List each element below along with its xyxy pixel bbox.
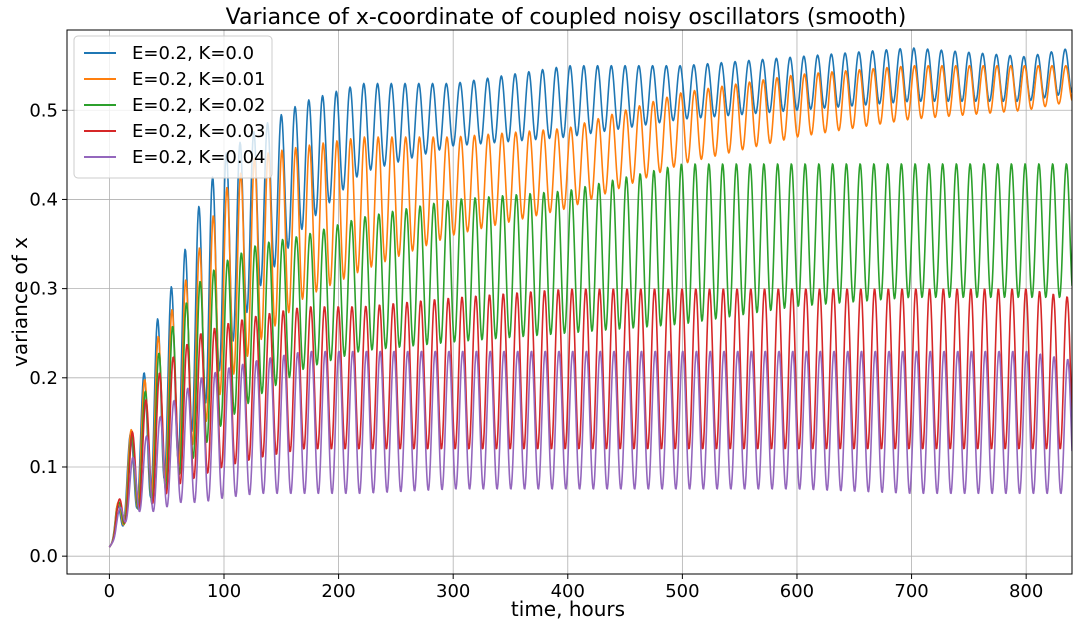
x-tick-label: 700 <box>894 581 928 602</box>
x-tick-label: 200 <box>321 581 355 602</box>
chart-title: Variance of x-coordinate of coupled nois… <box>226 5 907 30</box>
series-line-5 <box>108 350 1072 548</box>
legend-label: E=0.2, K=0.03 <box>132 121 266 142</box>
x-axis-label: time, hours <box>511 597 625 621</box>
y-axis: 0.0 0.1 0.2 0.3 0.4 0.5 <box>29 100 67 567</box>
x-tick-label: 400 <box>551 581 585 602</box>
y-tick-label: 0.0 <box>29 546 58 567</box>
y-tick-label: 0.5 <box>29 100 58 121</box>
legend-label: E=0.2, K=0.04 <box>132 147 266 168</box>
x-tick-label: 100 <box>207 581 241 602</box>
series-line-3 <box>108 163 1072 548</box>
x-tick-label: 600 <box>780 581 814 602</box>
y-tick-label: 0.1 <box>29 457 58 478</box>
y-tick-label: 0.2 <box>29 368 58 389</box>
y-tick-label: 0.4 <box>29 189 58 210</box>
x-axis: 0 100 200 300 400 500 600 700 800 <box>104 574 1043 602</box>
x-tick-label: 300 <box>436 581 470 602</box>
y-tick-label: 0.3 <box>29 279 58 300</box>
legend-box <box>73 35 273 179</box>
legend-label: E=0.2, K=0.02 <box>132 95 266 116</box>
plot-frame <box>66 29 1073 575</box>
x-tick-label: 0 <box>104 581 115 602</box>
x-tick-label: 800 <box>1009 581 1043 602</box>
y-axis-label: variance of x <box>8 237 32 367</box>
x-tick-label: 500 <box>665 581 699 602</box>
legend-label: E=0.2, K=0.0 <box>132 43 254 64</box>
legend: E=0.2, K=0.0 E=0.2, K=0.01 E=0.2, K=0.02 E=… <box>73 35 273 179</box>
legend-label: E=0.2, K=0.01 <box>132 69 266 90</box>
series-line-4 <box>108 288 1072 548</box>
